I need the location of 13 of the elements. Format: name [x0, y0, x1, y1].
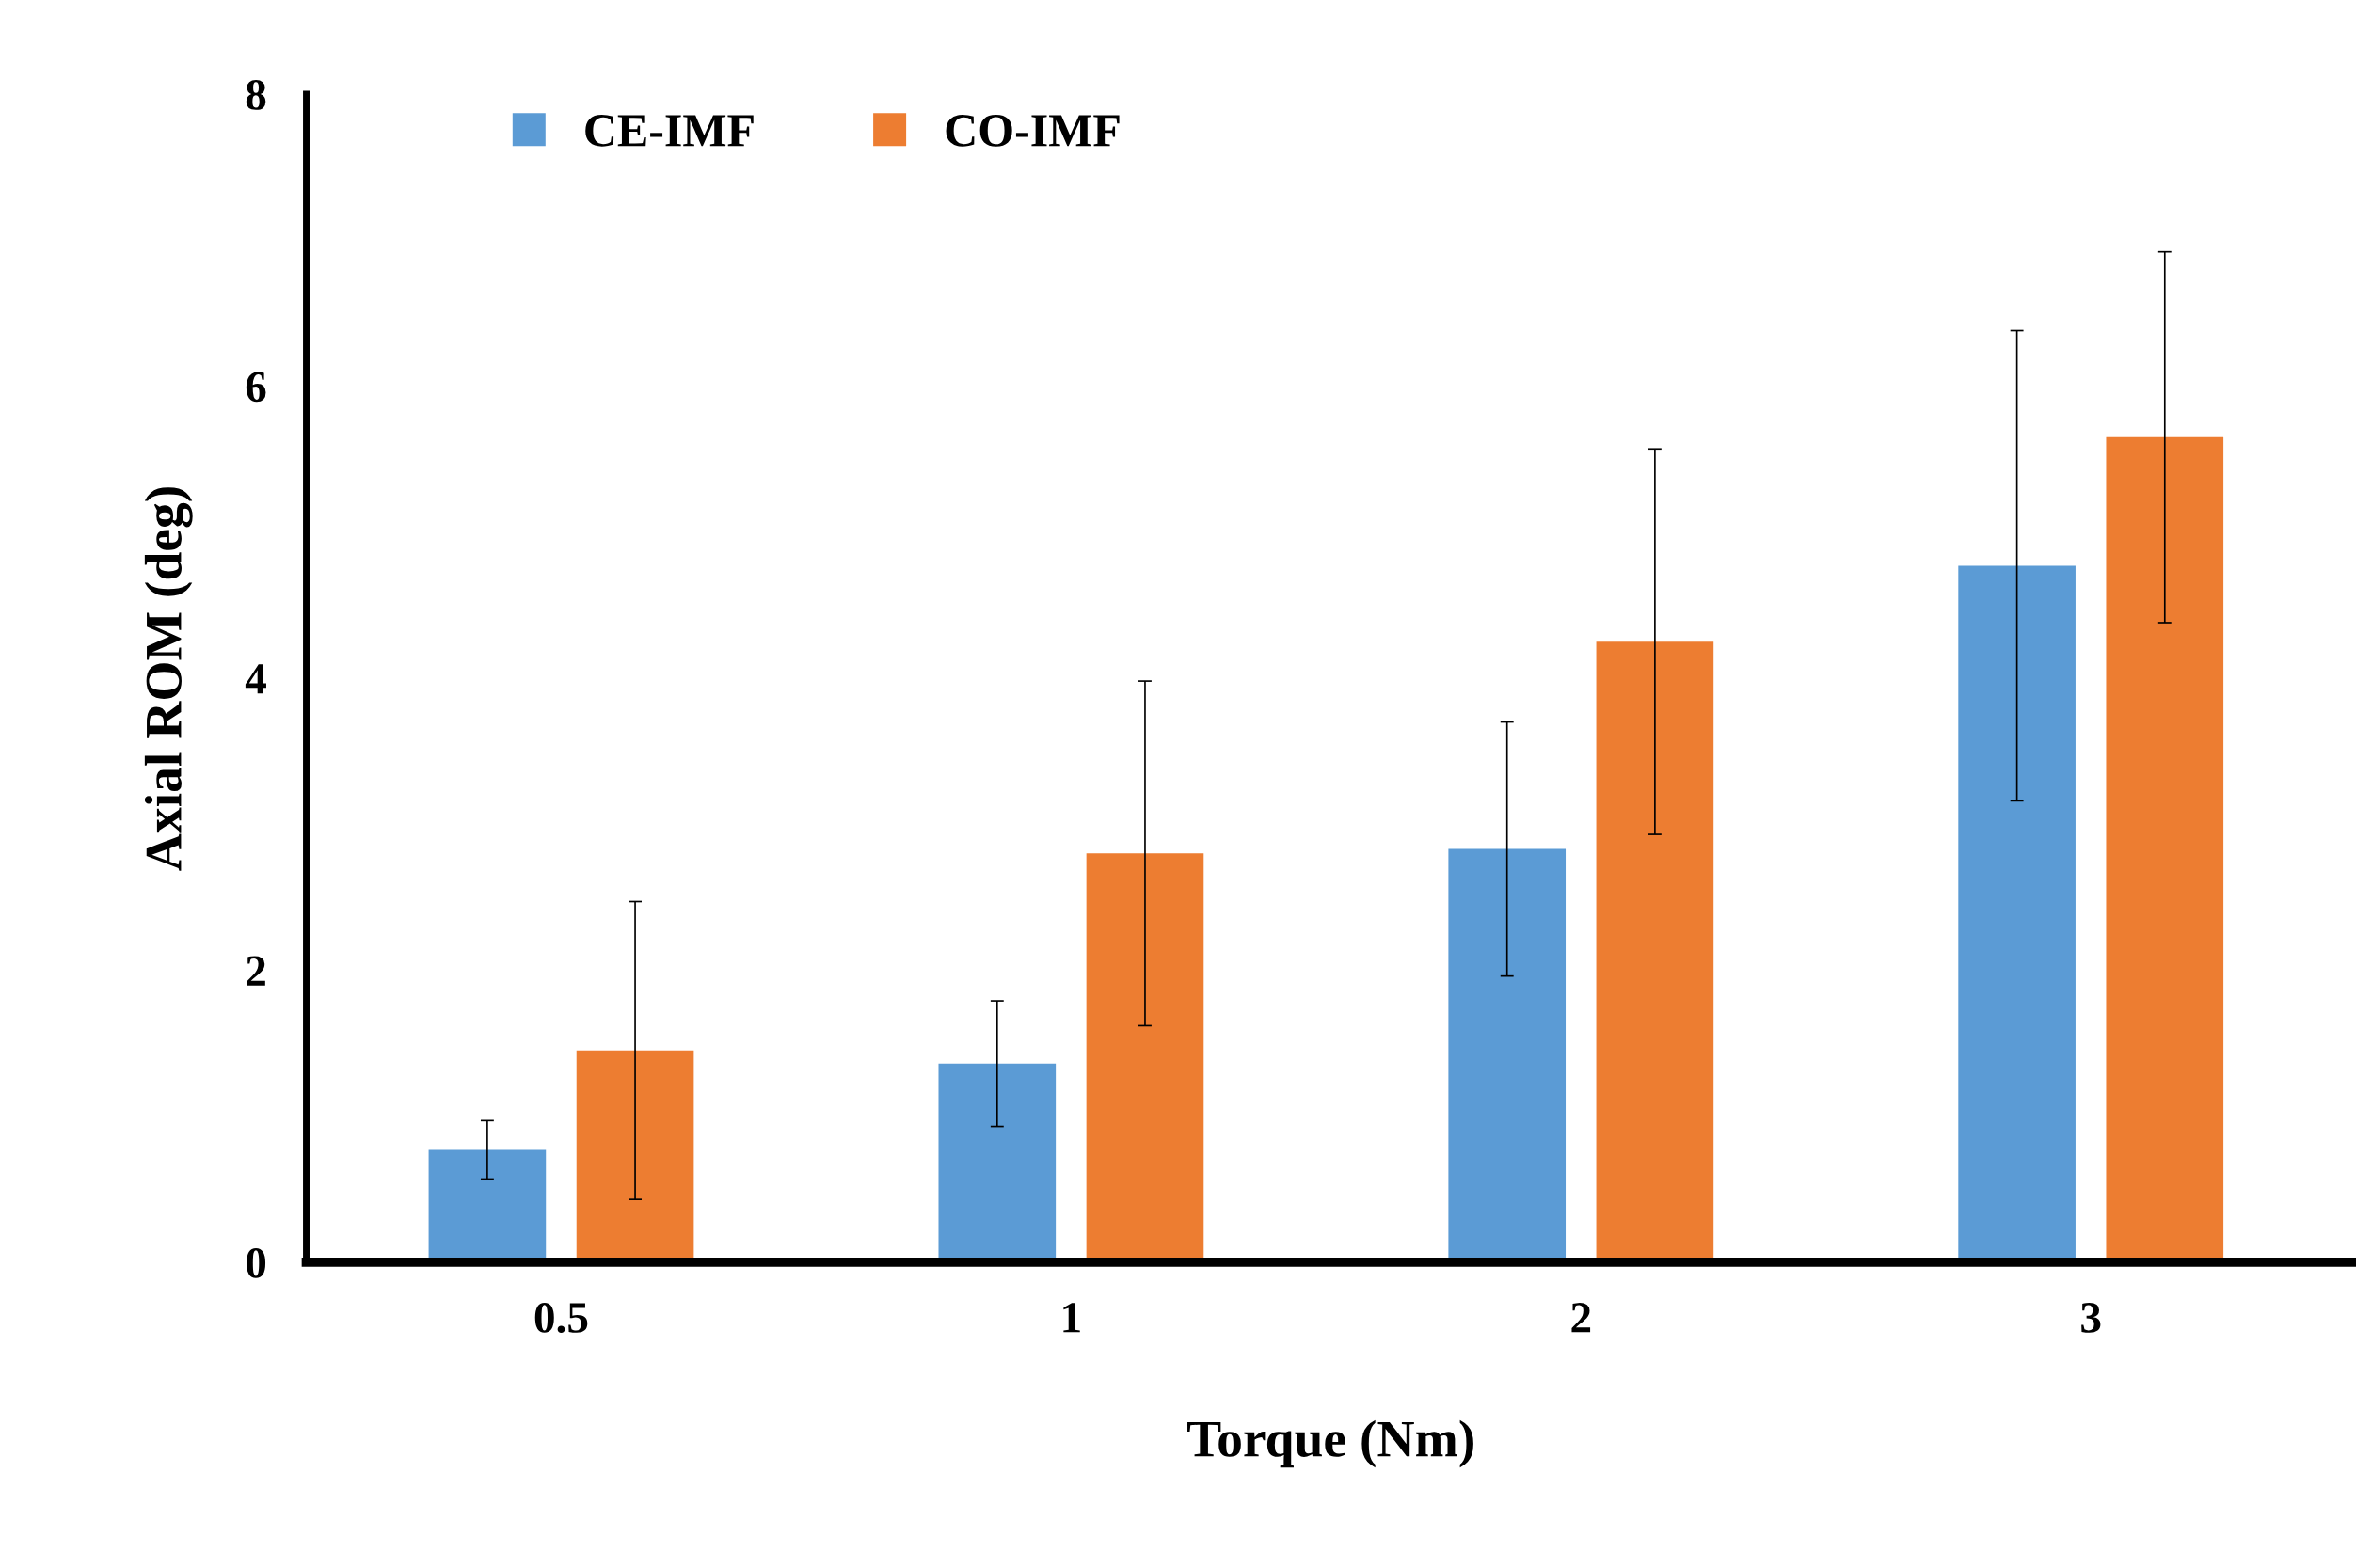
- y-axis-title: Axial ROM (deg): [144, 487, 193, 871]
- y-tick-label: 8: [246, 80, 266, 110]
- x-tick-label: 2: [1571, 1303, 1591, 1333]
- x-tick-label: 0.5: [534, 1302, 588, 1334]
- y-tick-label: 4: [245, 664, 266, 694]
- legend-label: CO-IMF: [946, 115, 1120, 147]
- legend-label: CE-IMF: [585, 115, 754, 147]
- x-axis-title: Torque (Nm): [1187, 1419, 1473, 1468]
- y-tick-label: 0: [247, 1247, 266, 1278]
- y-tick-label: 6: [246, 372, 266, 403]
- x-tick-label: 1: [1063, 1303, 1080, 1333]
- x-tick-label: 3: [2081, 1303, 2101, 1333]
- y-tick-label: 2: [247, 956, 265, 986]
